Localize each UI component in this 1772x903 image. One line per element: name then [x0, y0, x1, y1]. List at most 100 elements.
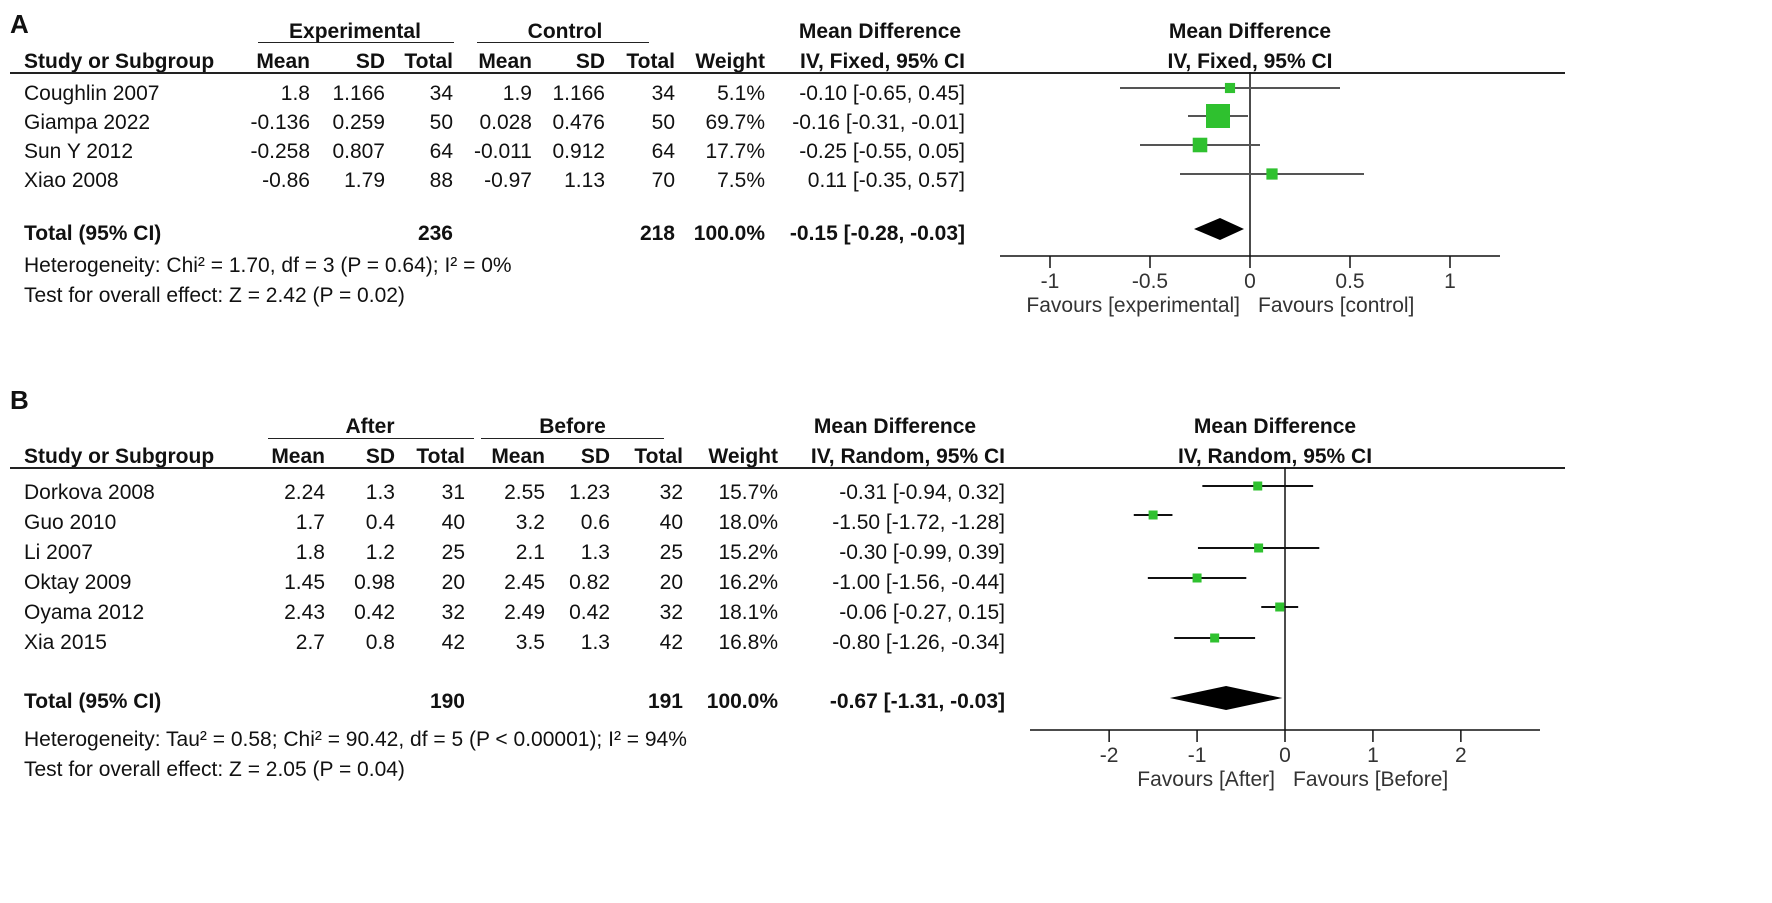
- study-name: Xiao 2008: [24, 169, 119, 192]
- header-total: Total: [404, 50, 453, 73]
- total-weight: 100.0%: [693, 222, 765, 245]
- group-underline: [268, 438, 474, 439]
- panel-label: A: [10, 9, 29, 39]
- study-marker: [1210, 633, 1220, 643]
- effect-ci: -0.16 [-0.31, -0.01]: [792, 111, 965, 134]
- heterogeneity-text: Heterogeneity: Tau² = 0.58; Chi² = 90.42…: [24, 728, 687, 751]
- pooled-diamond: [1194, 218, 1244, 240]
- effect-title: Mean Difference: [813, 415, 977, 438]
- x-tick-label: -1: [1041, 270, 1060, 293]
- weight: 17.7%: [705, 140, 765, 163]
- effect-ci: -1.50 [-1.72, -1.28]: [832, 511, 1005, 534]
- mean-1: 1.45: [284, 571, 325, 594]
- x-tick-label: 1: [1444, 270, 1456, 293]
- sd-1: 0.8: [365, 631, 395, 654]
- group-label-after: After: [345, 415, 395, 438]
- total-effect-ci: -0.15 [-0.28, -0.03]: [789, 222, 965, 245]
- mean-2: -0.011: [474, 140, 532, 163]
- total-1: 34: [429, 82, 453, 105]
- x-tick-label: -0.5: [1132, 270, 1168, 293]
- total-n1: 236: [417, 222, 453, 245]
- forest-plot-panel-b: B After Before Mean Difference Mean Diff…: [0, 387, 1772, 903]
- study-marker: [1192, 573, 1202, 583]
- x-tick-label: 1: [1367, 744, 1379, 767]
- total-label: Total (95% CI): [24, 690, 162, 713]
- study-marker: [1206, 104, 1230, 128]
- study-marker: [1254, 543, 1264, 553]
- total-2: 64: [651, 140, 675, 163]
- header-rule: [10, 467, 1565, 469]
- mean-1: -0.86: [262, 169, 310, 192]
- sd-2: 1.166: [552, 82, 605, 105]
- header-mean: Mean: [478, 50, 532, 73]
- study-marker: [1275, 602, 1285, 612]
- mean-2: 3.2: [515, 511, 545, 534]
- panel-label: B: [10, 385, 29, 415]
- total-2: 40: [659, 511, 683, 534]
- x-tick-label: 0: [1279, 744, 1291, 767]
- heterogeneity-text: Heterogeneity: Chi² = 1.70, df = 3 (P = …: [24, 254, 512, 277]
- header-total: Total: [626, 50, 675, 73]
- total-1: 25: [441, 541, 465, 564]
- total-1: 40: [441, 511, 465, 534]
- sd-2: 0.476: [552, 111, 605, 134]
- mean-2: -0.97: [484, 169, 532, 192]
- group-underline: [477, 42, 649, 43]
- group-label-experimental: Experimental: [289, 20, 421, 43]
- mean-1: 2.43: [284, 601, 325, 624]
- sd-1: 1.166: [332, 82, 385, 105]
- weight: 5.1%: [717, 82, 765, 105]
- weight: 7.5%: [717, 169, 765, 192]
- total-label: Total (95% CI): [24, 222, 162, 245]
- total-n2: 218: [639, 222, 675, 245]
- plot-method: IV, Fixed, 95% CI: [1167, 50, 1333, 73]
- sd-1: 0.98: [354, 571, 395, 594]
- mean-1: -0.258: [250, 140, 310, 163]
- header-total: Total: [416, 445, 465, 468]
- study-name: Sun Y 2012: [24, 140, 133, 163]
- overall-effect-text: Test for overall effect: Z = 2.05 (P = 0…: [24, 758, 405, 781]
- favours-left: Favours [experimental]: [1026, 294, 1240, 317]
- mean-2: 2.45: [504, 571, 545, 594]
- total-2: 70: [651, 169, 675, 192]
- mean-1: 2.7: [295, 631, 325, 654]
- weight: 16.2%: [718, 571, 778, 594]
- total-n2: 191: [647, 690, 683, 713]
- study-marker: [1266, 168, 1278, 180]
- favours-left: Favours [After]: [1137, 768, 1275, 791]
- total-2: 20: [659, 571, 683, 594]
- weight: 15.7%: [718, 481, 778, 504]
- total-2: 50: [651, 111, 675, 134]
- sd-1: 1.2: [365, 541, 395, 564]
- sd-1: 0.42: [354, 601, 395, 624]
- header-rule: [10, 72, 1565, 74]
- plot-title: Mean Difference: [1193, 415, 1357, 438]
- header-sd: SD: [365, 445, 395, 468]
- mean-1: -0.136: [250, 111, 310, 134]
- header-mean: Mean: [491, 445, 545, 468]
- group-label-control: Control: [527, 20, 603, 43]
- total-1: 64: [429, 140, 453, 163]
- weight: 18.1%: [718, 601, 778, 624]
- total-1: 42: [441, 631, 465, 654]
- study-name: Xia 2015: [24, 631, 107, 654]
- x-tick-label: -2: [1100, 744, 1119, 767]
- total-1: 31: [441, 481, 465, 504]
- header-weight: Weight: [708, 445, 778, 468]
- study-name: Coughlin 2007: [24, 82, 160, 105]
- mean-2: 0.028: [479, 111, 532, 134]
- mean-2: 2.55: [504, 481, 545, 504]
- pooled-diamond: [1169, 686, 1283, 710]
- sd-2: 1.3: [580, 631, 610, 654]
- sd-1: 0.259: [332, 111, 385, 134]
- total-2: 32: [659, 481, 683, 504]
- total-effect-ci: -0.67 [-1.31, -0.03]: [829, 690, 1005, 713]
- group-label-before: Before: [539, 415, 606, 438]
- study-name: Oyama 2012: [24, 601, 145, 624]
- total-2: 32: [659, 601, 683, 624]
- total-1: 32: [441, 601, 465, 624]
- study-marker: [1148, 510, 1158, 520]
- total-2: 25: [659, 541, 683, 564]
- sd-2: 0.42: [569, 601, 610, 624]
- mean-1: 1.8: [295, 541, 325, 564]
